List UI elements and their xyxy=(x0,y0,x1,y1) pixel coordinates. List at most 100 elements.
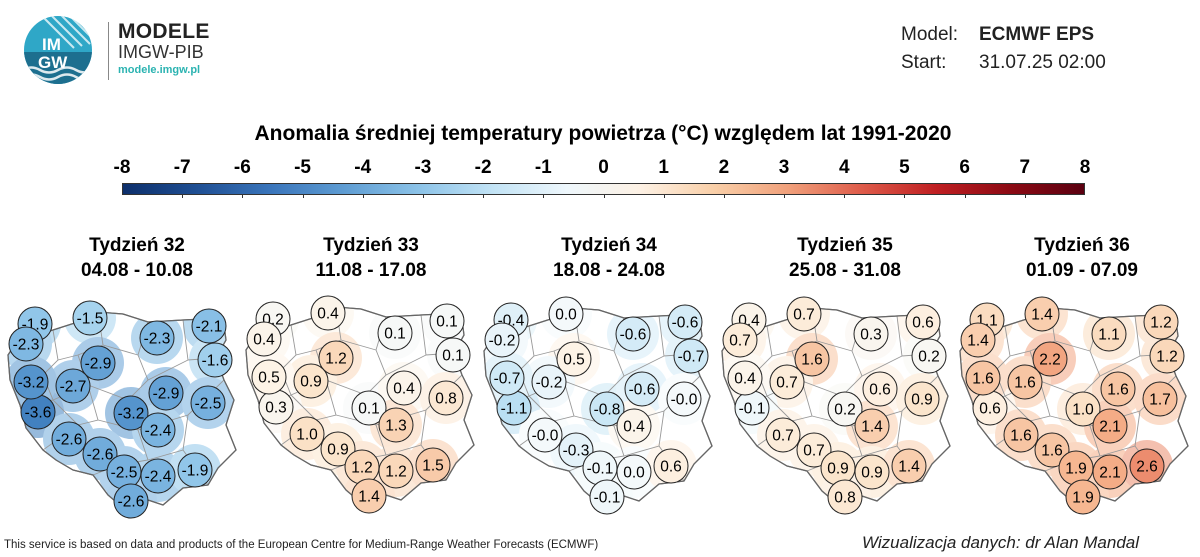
anomaly-circle xyxy=(853,316,889,352)
anomaly-value: -0.3 xyxy=(563,443,590,460)
anomaly-value: 0.4 xyxy=(317,306,339,323)
model-value: ECMWF EPS xyxy=(979,24,1095,45)
week-heading: Tydzień 35 25.08 - 31.08 xyxy=(725,233,965,283)
anomaly-value: -0.6 xyxy=(629,382,656,399)
anomaly-value: -2.1 xyxy=(196,319,223,336)
scale-tick-label: -4 xyxy=(354,157,372,178)
scale-tick-label: -1 xyxy=(534,157,552,178)
scale-tick-mark xyxy=(302,193,304,198)
anomaly-value: 0.5 xyxy=(563,352,585,369)
anomaly-circle xyxy=(82,436,118,472)
anomaly-circle xyxy=(589,479,625,515)
anomaly-circle xyxy=(904,381,940,417)
anomaly-circle xyxy=(191,308,227,344)
anomaly-value: 0.7 xyxy=(776,375,798,392)
country-border xyxy=(483,307,713,509)
anomaly-circle xyxy=(429,303,465,339)
anomaly-circle xyxy=(289,416,325,452)
brand-divider xyxy=(108,22,109,80)
anomaly-circle xyxy=(197,342,233,378)
anomaly-circle xyxy=(1024,296,1060,332)
anomaly-value: 1.4 xyxy=(1031,307,1053,324)
anomaly-value: 2.1 xyxy=(1099,419,1121,436)
anomaly-circle xyxy=(351,478,387,514)
poland-map: 1.1 1.4 1.21.11.41.22.21.01.6 1.60.61.61.62… xyxy=(959,296,1189,515)
anomaly-value: -2.5 xyxy=(195,396,222,413)
anomaly-circle xyxy=(727,360,763,396)
anomaly-value: 1.6 xyxy=(801,352,823,369)
anomaly-circle xyxy=(616,408,652,444)
anomaly-value: 0.6 xyxy=(979,401,1001,418)
week-heading: Tydzień 33 11.08 - 17.08 xyxy=(251,233,491,283)
anomaly-value: 0.7 xyxy=(772,428,794,445)
anomaly-value: 0.9 xyxy=(911,392,933,409)
anomaly-value: 1.6 xyxy=(1107,382,1129,399)
anomaly-value: 0.9 xyxy=(300,374,322,391)
anomaly-value: 0.4 xyxy=(253,332,275,349)
anomaly-value: 0.6 xyxy=(869,382,891,399)
anomaly-circle xyxy=(351,390,387,426)
anomaly-value: -0.1 xyxy=(739,401,766,418)
anomaly-circle xyxy=(615,316,651,352)
scale-tick-label: -2 xyxy=(474,157,492,178)
anomaly-value: 1.2 xyxy=(351,460,373,477)
poland-map: -0.4 0.0 -0.6-0.6-0.2-0.70.5-0.8-0.2 -0.6-1… xyxy=(483,296,713,515)
anomaly-circle xyxy=(653,448,689,484)
anomaly-circle xyxy=(377,315,413,351)
brand-url-link[interactable]: modele.imgw.pl xyxy=(118,64,201,76)
imgw-logo: IM GW xyxy=(22,14,94,91)
anomaly-circle xyxy=(489,360,525,396)
scale-tick-label: 8 xyxy=(1079,157,1091,178)
anomaly-circle xyxy=(51,421,87,457)
scale-tick-mark xyxy=(362,193,364,198)
anomaly-value: 1.5 xyxy=(422,458,444,475)
anomaly-value: -3.2 xyxy=(18,375,45,392)
week-dates: 01.09 - 07.09 xyxy=(1026,260,1138,281)
anomaly-value: -2.5 xyxy=(111,465,138,482)
anomaly-value: 1.4 xyxy=(358,489,380,506)
anomaly-value: 1.0 xyxy=(1072,402,1094,419)
anomaly-value: 0.4 xyxy=(393,381,415,398)
scale-tick-label: 7 xyxy=(1019,157,1031,178)
anomaly-circle xyxy=(666,381,702,417)
anomaly-value: -1.1 xyxy=(501,401,528,418)
anomaly-circle xyxy=(667,304,703,340)
scale-tick-mark xyxy=(784,193,786,198)
anomaly-circle xyxy=(786,296,822,332)
anomaly-circle xyxy=(484,322,520,358)
anomaly-circle xyxy=(378,453,414,489)
anomaly-value: 1.2 xyxy=(385,464,407,481)
anomaly-value: -0.0 xyxy=(532,428,559,445)
anomaly-value: 0.1 xyxy=(436,314,458,331)
scale-tick-mark xyxy=(422,193,424,198)
anomaly-value: -0.2 xyxy=(536,375,563,392)
country-border xyxy=(7,311,237,513)
poland-map: 0.4 0.7 0.60.30.70.21.60.20.7 0.6-0.10.40.7… xyxy=(721,296,951,515)
anomaly-circle xyxy=(589,391,625,427)
week-dates: 04.08 - 10.08 xyxy=(81,260,193,281)
anomaly-value: -2.4 xyxy=(145,423,172,440)
scale-tick-label: 5 xyxy=(899,157,910,178)
anomaly-value: -1.5 xyxy=(77,311,104,328)
anomaly-circle xyxy=(13,364,49,400)
anomaly-circle xyxy=(293,363,329,399)
scale-tick-mark xyxy=(904,193,906,198)
anomaly-value: 0.9 xyxy=(861,465,883,482)
anomaly-circle xyxy=(8,326,44,362)
start-label: Start: xyxy=(901,52,947,73)
model-label: Model: xyxy=(901,24,959,45)
anomaly-circle xyxy=(378,407,414,443)
scale-tick-label: 1 xyxy=(658,157,669,178)
anomaly-value: 1.9 xyxy=(1072,490,1094,507)
anomaly-circle xyxy=(965,360,1001,396)
anomaly-circle xyxy=(1065,479,1101,515)
visualization-credit: Wizualizacja danych: dr Alan Mandal xyxy=(862,533,1140,552)
anomaly-circle xyxy=(527,417,563,453)
scale-tick-mark xyxy=(1024,193,1026,198)
anomaly-value: 0.6 xyxy=(912,315,934,332)
brand-subtitle: IMGW-PIB xyxy=(118,42,204,62)
poland-map: 0.2 0.4 0.10.10.40.11.20.10.9 0.40.30.51.01… xyxy=(245,295,475,514)
anomaly-circle xyxy=(794,341,830,377)
anomaly-value: 1.2 xyxy=(325,351,347,368)
anomaly-value: -0.8 xyxy=(594,402,621,419)
